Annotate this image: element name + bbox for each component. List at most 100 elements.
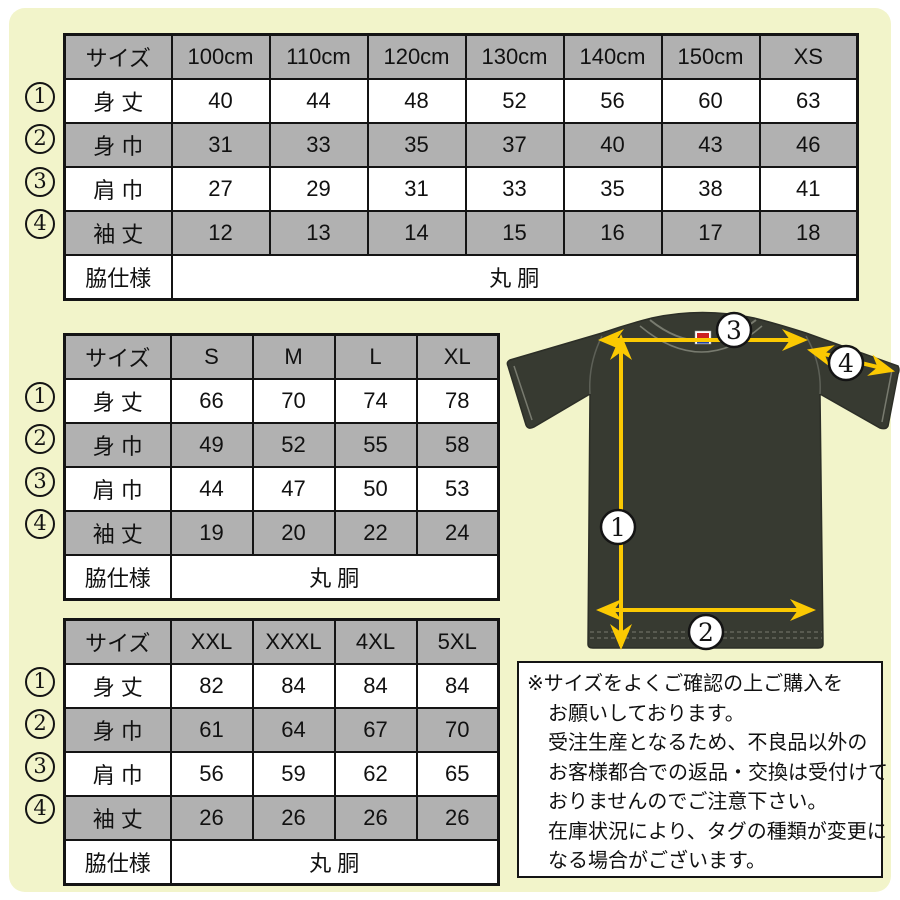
row-label: 身 巾 [63, 122, 173, 168]
measurement-cell: 60 [660, 78, 761, 124]
marker-1-body-length: 1 [25, 382, 55, 412]
measurement-cell: 52 [251, 422, 336, 468]
marker-4-sleeve: 4 [25, 509, 55, 539]
side-spec-cell: 丸 胴 [169, 554, 500, 601]
measurement-cell: 84 [415, 663, 500, 709]
measurement-cell: 31 [366, 166, 467, 212]
measurement-cell: 19 [169, 510, 254, 556]
row-label: 袖 丈 [63, 210, 173, 256]
row-label: 肩 巾 [63, 166, 173, 212]
collar-tag [694, 330, 712, 345]
row-label: 肩 巾 [63, 751, 172, 797]
right-sleeve-seam [881, 369, 893, 423]
measurement-cell: 41 [758, 166, 859, 212]
marker-3-shoulder: 3 [25, 167, 55, 197]
column-header: XL [415, 333, 500, 380]
marker-1-body-length: 1 [25, 82, 55, 112]
row-label: 身 巾 [63, 707, 172, 753]
measurement-cell: 26 [333, 795, 418, 841]
table-row: 身 丈 82 84 84 84 [63, 663, 500, 709]
measurement-cell: 58 [415, 422, 500, 468]
row-label: 身 丈 [63, 378, 172, 424]
table-row: 袖 丈 12 13 14 15 16 17 18 [63, 210, 859, 256]
table-row: 肩 巾 27 29 31 33 35 38 41 [63, 166, 859, 212]
measurement-cell: 61 [169, 707, 254, 753]
table-row: 身 巾 49 52 55 58 [63, 422, 500, 468]
marker-3-shoulder: 3 [25, 752, 55, 782]
measurement-cell: 56 [562, 78, 663, 124]
column-header: 110cm [268, 33, 369, 80]
column-header: XS [758, 33, 859, 80]
measurement-cell: 35 [562, 166, 663, 212]
measurement-cell: 84 [333, 663, 418, 709]
left-sleeve-seam [513, 365, 533, 421]
arrowhead-right [790, 599, 816, 621]
svg-text:1: 1 [610, 513, 626, 542]
column-header: 4XL [333, 618, 418, 665]
measurement-cell: 84 [251, 663, 336, 709]
measurement-cell: 56 [169, 751, 254, 797]
table-row: 身 巾 61 64 67 70 [63, 707, 500, 753]
row-label: 袖 丈 [63, 795, 172, 841]
size-table-big: サイズ XXL XXXL 4XL 5XL 身 丈 82 84 84 84 身 巾 61 64 67 70 肩 … [63, 618, 500, 886]
column-header: サイズ [63, 33, 173, 80]
note-line: お願いしております。 [548, 702, 745, 725]
size-table-adult: サイズ S M L XL 身 丈 66 70 74 78 身 巾 49 52 55 58 肩 巾 44 47 50 5… [63, 333, 500, 601]
measurement-cell: 55 [333, 422, 418, 468]
measurement-cell: 65 [415, 751, 500, 797]
column-header: XXXL [251, 618, 336, 665]
measurement-cell: 78 [415, 378, 500, 424]
table-row: 身 巾 31 33 35 37 40 43 46 [63, 122, 859, 168]
right-armhole-seam [805, 335, 821, 395]
shirt-marker-2: 2 [687, 613, 725, 651]
measurement-cell: 37 [464, 122, 565, 168]
note-line: 在庫状況により、タグの種類が変更に [548, 820, 887, 843]
marker-1-body-length: 1 [25, 667, 55, 697]
column-header: 140cm [562, 33, 663, 80]
arrowhead-upleft [807, 345, 835, 367]
measurement-cell: 44 [169, 466, 254, 512]
measurement-cell: 59 [251, 751, 336, 797]
row-label: 身 丈 [63, 663, 172, 709]
tshirt-measurement-diagram: 3 4 1 2 [506, 311, 900, 651]
column-header: S [169, 333, 254, 380]
measurement-cell: 82 [169, 663, 254, 709]
table-footer-row: 脇仕様丸 胴 [63, 554, 500, 601]
measurement-cell: 22 [333, 510, 418, 556]
column-header: サイズ [63, 618, 172, 665]
measurement-cell: 43 [660, 122, 761, 168]
measurement-cell: 47 [251, 466, 336, 512]
side-spec-cell: 丸 胴 [169, 839, 500, 886]
svg-text:3: 3 [726, 316, 742, 345]
note-line: おりませんのでご注意下さい。 [548, 791, 828, 813]
arrowhead-down [610, 624, 632, 650]
table-row: 肩 巾 44 47 50 53 [63, 466, 500, 512]
row-label: 脇仕様 [63, 839, 172, 886]
column-header: M [251, 333, 336, 380]
column-header: XXL [169, 618, 254, 665]
measurement-cell: 38 [660, 166, 761, 212]
measurement-cell: 16 [562, 210, 663, 256]
table-header-row: サイズ 100cm 110cm 120cm 130cm 140cm 150cm XS [63, 33, 859, 80]
measurement-cell: 70 [251, 378, 336, 424]
row-label: 袖 丈 [63, 510, 172, 556]
arrowhead-up [610, 334, 632, 360]
shirt-marker-3: 3 [715, 311, 753, 349]
shirt-marker-4: 4 [827, 344, 865, 382]
measurement-cell: 40 [562, 122, 663, 168]
column-header: サイズ [63, 333, 172, 380]
marker-4-sleeve: 4 [25, 209, 55, 239]
measurement-cell: 14 [366, 210, 467, 256]
column-header: 120cm [366, 33, 467, 80]
row-label: 脇仕様 [63, 254, 173, 301]
measurement-cell: 64 [251, 707, 336, 753]
column-header: 130cm [464, 33, 565, 80]
marker-3-shoulder: 3 [25, 467, 55, 497]
arrowhead-downright [867, 354, 895, 376]
measurement-cell: 26 [251, 795, 336, 841]
measurement-cell: 29 [268, 166, 369, 212]
marker-2-body-width: 2 [25, 424, 55, 454]
row-label: 肩 巾 [63, 466, 172, 512]
column-header: 5XL [415, 618, 500, 665]
marker-4-sleeve: 4 [25, 794, 55, 824]
